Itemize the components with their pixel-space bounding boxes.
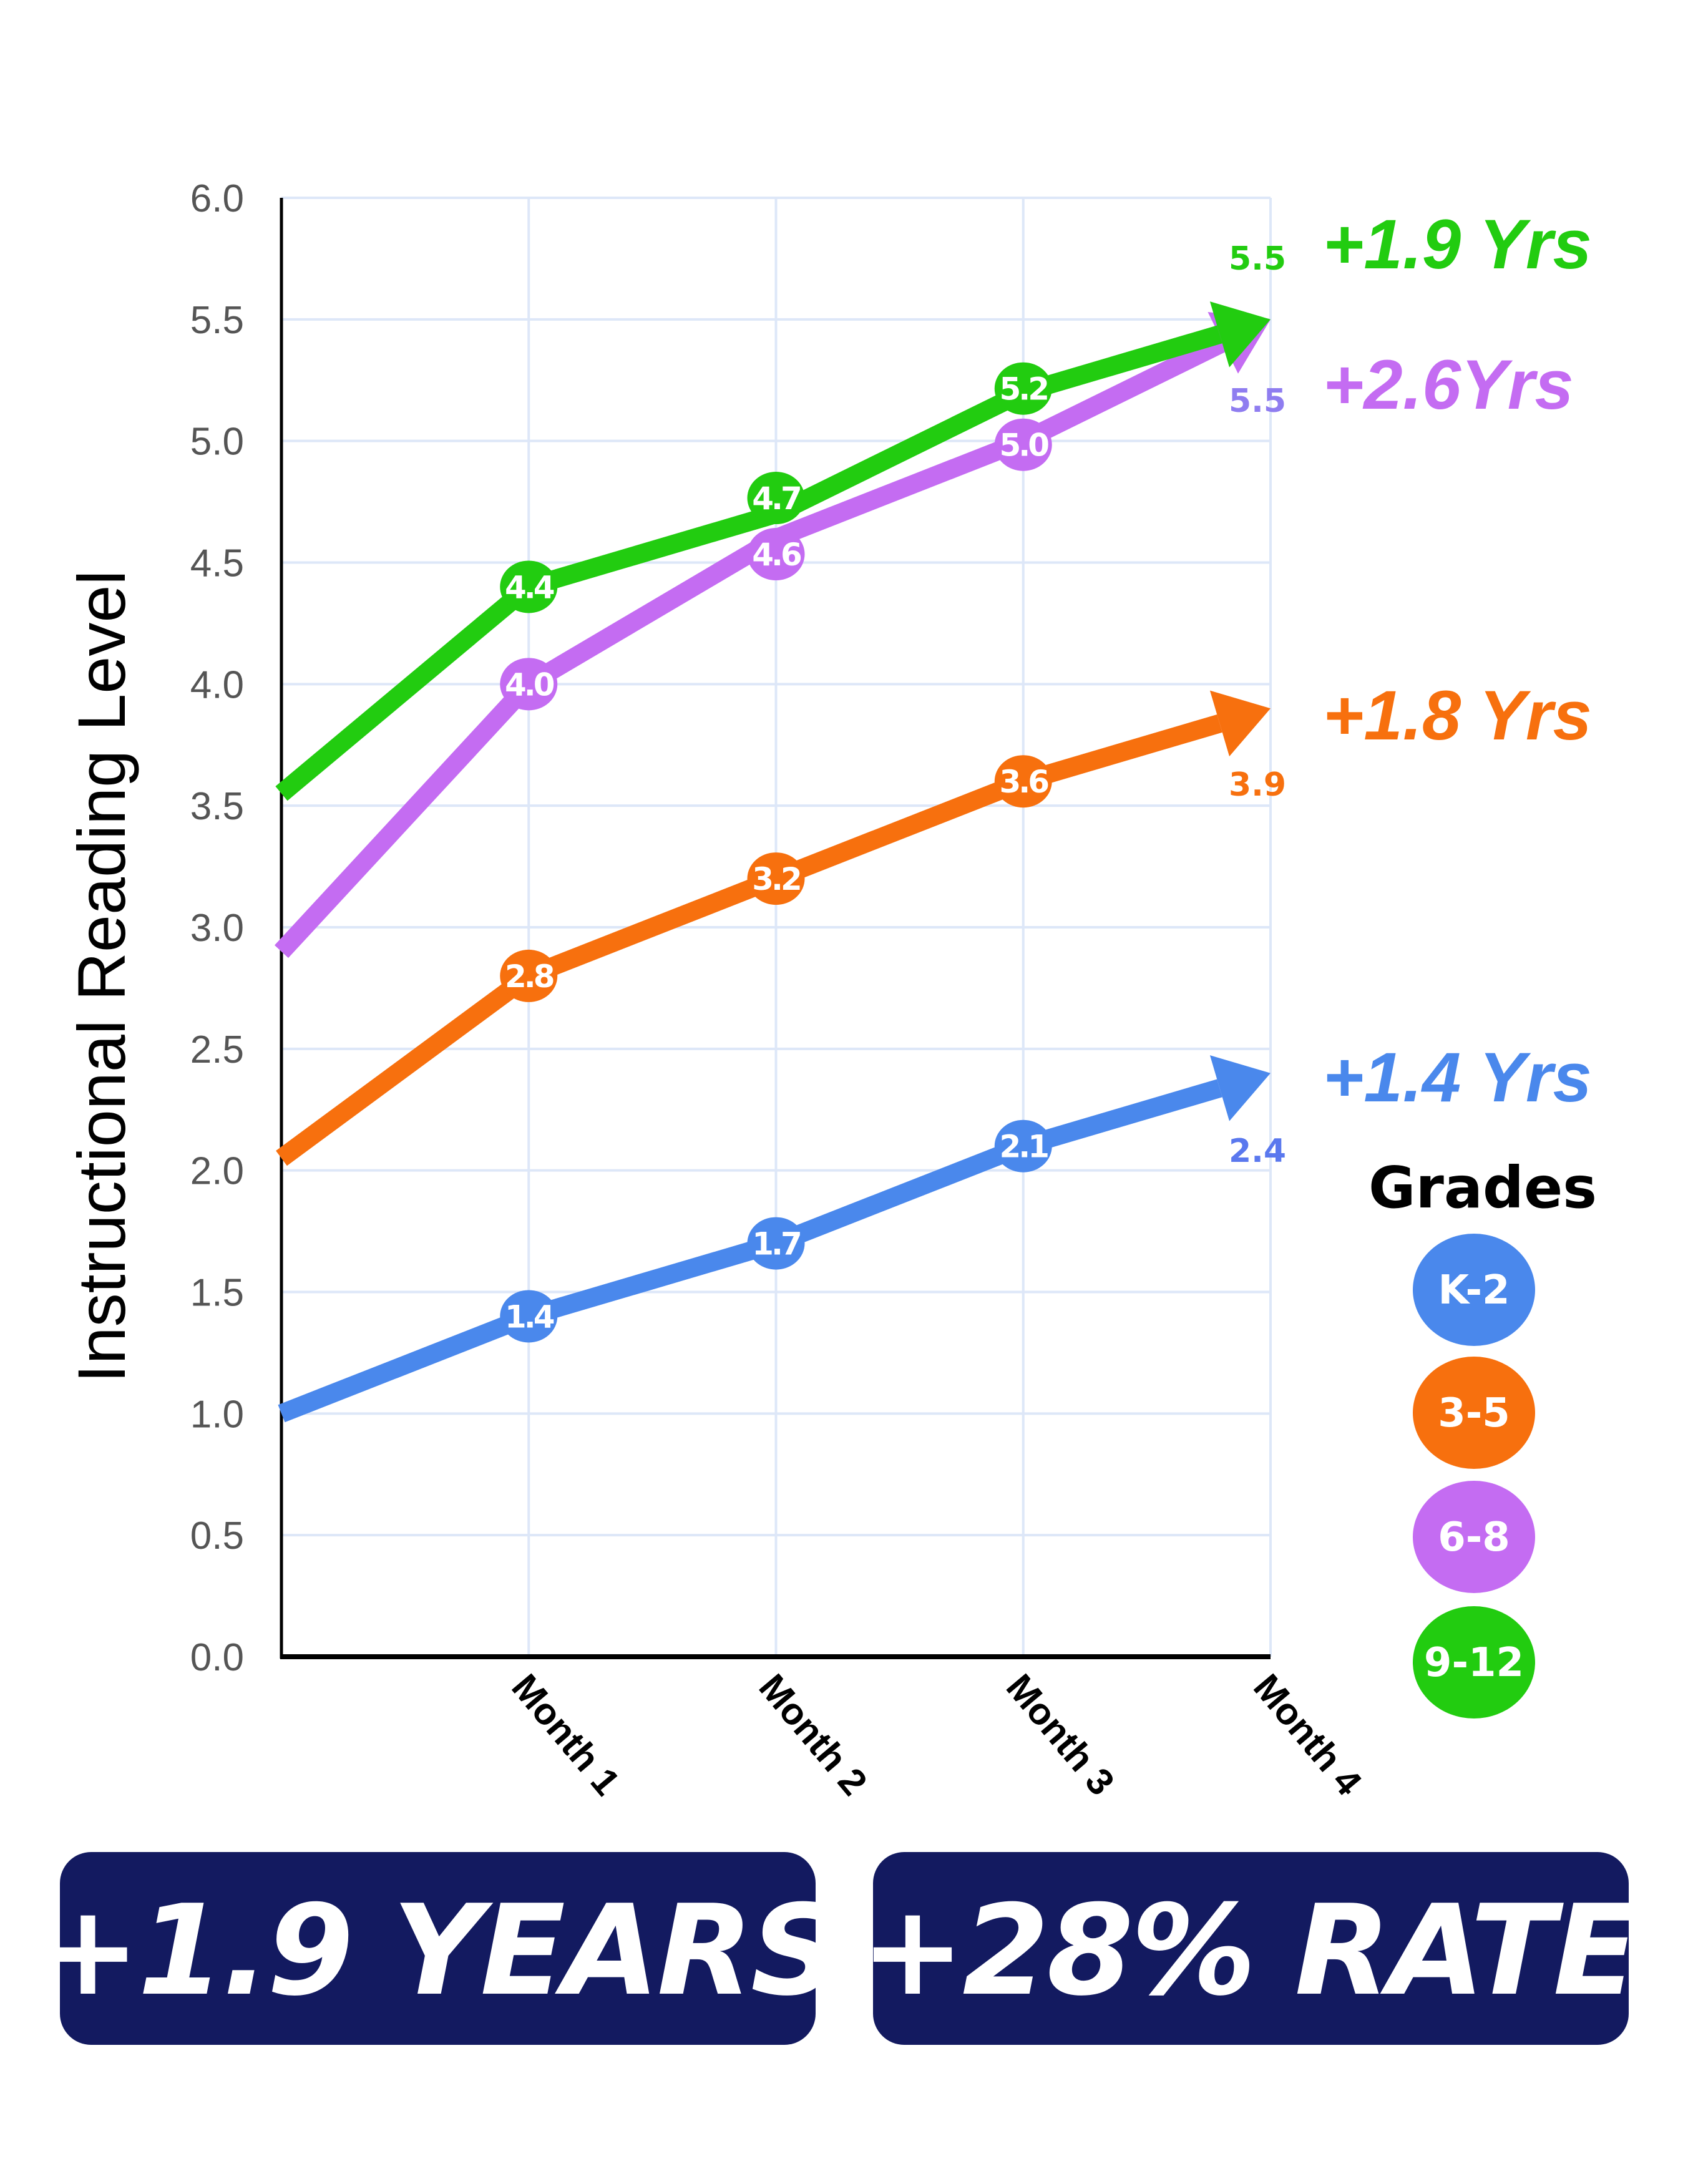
- series-line: [274, 334, 1227, 958]
- gain-label-9-12: +1.9 Yrs: [1323, 205, 1592, 283]
- data-label: 4.4: [505, 569, 554, 605]
- y-tick-label: 3.5: [190, 785, 244, 828]
- series-K-2: 1.4 1.7 2.1 2.4: [278, 1055, 1286, 1423]
- summary-rate-text: +28% RATE: [861, 1878, 1637, 2024]
- data-point: [500, 560, 558, 613]
- data-point: [500, 949, 558, 1002]
- y-tick-label: 5.5: [190, 299, 244, 342]
- y-tick-label: 0.5: [190, 1514, 244, 1558]
- summary-years-background: [60, 1852, 816, 2045]
- axes: 0.0 0.5 1.0 1.5 2.0 2.5 3.0 3.5 4.0 4.5 5.0 5.5 6.0 M…: [190, 177, 1370, 1803]
- data-point: [500, 1290, 558, 1343]
- y-axis-label: Instructional Reading Level: [64, 570, 139, 1383]
- gain-label-6-8: +2.6Yrs: [1323, 346, 1574, 424]
- data-label: 3.2: [752, 861, 800, 897]
- x-tick-label: Month 2: [751, 1666, 876, 1803]
- data-label: 2.1: [999, 1129, 1048, 1165]
- legend-label: 6-8: [1438, 1514, 1510, 1561]
- x-tick-label: Month 3: [998, 1666, 1123, 1803]
- legend-label: 3-5: [1438, 1390, 1510, 1436]
- legend-item-3-5: 3-5: [1413, 1357, 1535, 1469]
- y-tick-label: 4.0: [190, 663, 244, 706]
- legend-item-K-2: K-2: [1413, 1234, 1535, 1346]
- data-point: [747, 472, 805, 525]
- y-tick-label: 0.0: [190, 1636, 244, 1679]
- data-point: [994, 755, 1052, 808]
- series-9-12: 4.4 4.7 5.2 5.5: [275, 240, 1286, 801]
- legend-label: 9-12: [1424, 1640, 1524, 1686]
- legend: Grades K-2 3-5 6-8 9-12: [1368, 1154, 1597, 1718]
- data-point: [994, 1119, 1052, 1172]
- legend-item-6-8: 6-8: [1413, 1481, 1535, 1593]
- y-tick-label: 1.0: [190, 1393, 244, 1436]
- legend-swatch: [1413, 1234, 1535, 1346]
- summary-years-box: +1.9 YEARS: [36, 1852, 841, 2045]
- data-label: 5.0: [999, 427, 1048, 464]
- data-label: 2.8: [505, 958, 554, 995]
- data-point: [747, 528, 805, 581]
- data-label: 1.4: [505, 1299, 554, 1335]
- legend-item-9-12: 9-12: [1413, 1606, 1535, 1718]
- summary-rate-box: +28% RATE: [861, 1852, 1639, 2045]
- series-6-8: 4.0 4.6 5.0 5.5: [274, 311, 1286, 958]
- legend-title: Grades: [1368, 1154, 1597, 1221]
- y-tick-label: 4.5: [190, 542, 244, 585]
- data-label: 4.6: [752, 537, 801, 573]
- y-tick-label: 2.5: [190, 1028, 244, 1071]
- x-tick-label: Month 4: [1246, 1666, 1370, 1803]
- y-tick-label: 3.0: [190, 907, 244, 950]
- data-label: 4.0: [505, 666, 554, 703]
- data-point: [747, 852, 805, 905]
- arrowhead: [1209, 301, 1271, 368]
- arrowhead: [1209, 1055, 1271, 1121]
- data-point: [747, 1217, 805, 1270]
- y-tick-label: 6.0: [190, 177, 244, 220]
- series-lines: 1.41.72.1 2.42.83.23.6 3.94.04.65.05.54.44…: [274, 240, 1286, 1423]
- legend-label: K-2: [1438, 1267, 1510, 1314]
- end-value-label: 5.5: [1229, 383, 1286, 420]
- gain-annotations: +1.4 Yrs +1.8 Yrs +2.6Yrs +1.9 Yrs: [1323, 205, 1592, 1116]
- arrowhead: [1209, 690, 1271, 757]
- data-label: 5.2: [999, 371, 1047, 407]
- data-label: 4.7: [752, 480, 800, 517]
- legend-swatch: [1413, 1606, 1535, 1718]
- data-label: 3.6: [999, 764, 1048, 800]
- data-label: 1.7: [752, 1226, 800, 1262]
- legend-swatch: [1413, 1481, 1535, 1593]
- data-point: [994, 418, 1052, 471]
- gain-label-K-2: +1.4 Yrs: [1323, 1038, 1592, 1116]
- series-3-5: 2.8 3.2 3.6 3.9: [276, 690, 1286, 1166]
- data-point: [500, 658, 558, 711]
- grid: [281, 197, 1272, 1657]
- end-value-label: 5.5: [1229, 240, 1286, 278]
- y-tick-label: 2.0: [190, 1150, 244, 1193]
- legend-swatch: [1413, 1357, 1535, 1469]
- x-tick-label: Month 1: [504, 1666, 628, 1803]
- end-value-label: 2.4: [1229, 1133, 1286, 1170]
- gain-label-3-5: +1.8 Yrs: [1323, 676, 1592, 754]
- y-tick-label: 1.5: [190, 1272, 244, 1315]
- summary-rate-background: [873, 1852, 1629, 2045]
- end-value-label: 3.9: [1229, 766, 1286, 804]
- data-point: [994, 362, 1052, 415]
- y-tick-label: 5.0: [190, 421, 244, 464]
- summary-years-text: +1.9 YEARS: [36, 1878, 838, 2024]
